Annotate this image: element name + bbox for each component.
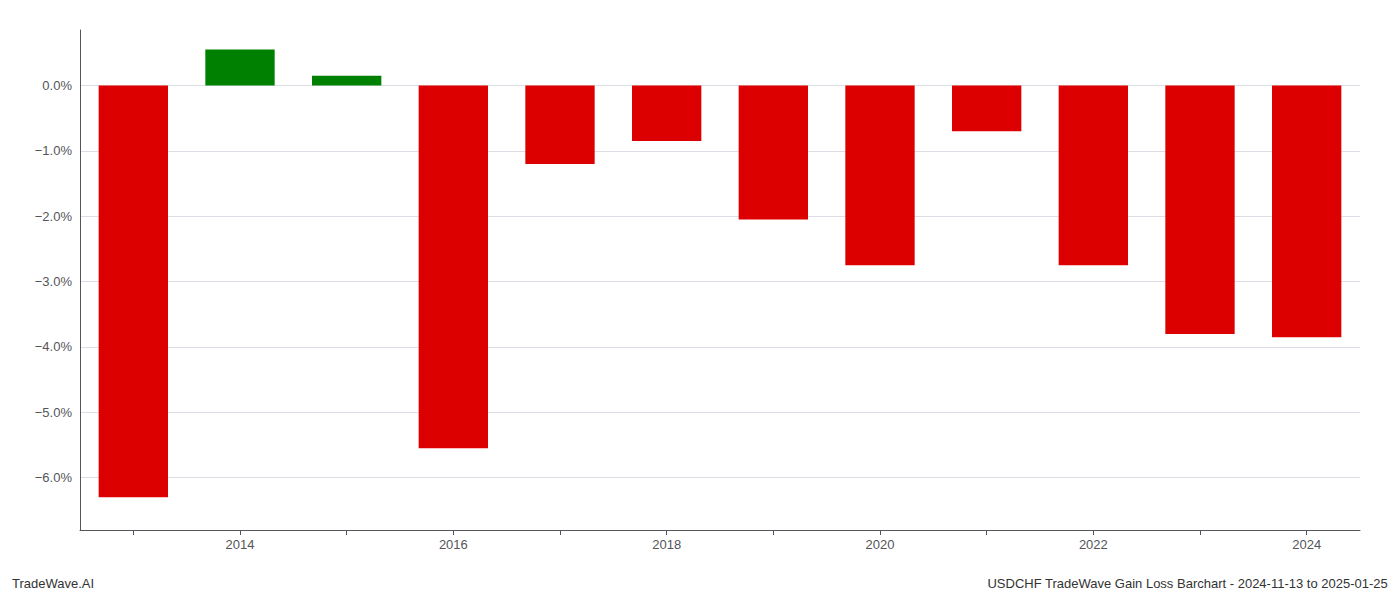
svg-text:−6.0%: −6.0% [35, 470, 73, 485]
svg-text:2014: 2014 [226, 537, 255, 552]
svg-text:0.0%: 0.0% [42, 78, 72, 93]
svg-text:2022: 2022 [1079, 537, 1108, 552]
svg-text:2016: 2016 [439, 537, 468, 552]
svg-text:−4.0%: −4.0% [35, 339, 73, 354]
svg-text:−2.0%: −2.0% [35, 209, 73, 224]
svg-text:2020: 2020 [866, 537, 895, 552]
svg-text:TradeWave.AI: TradeWave.AI [12, 576, 94, 591]
svg-text:−5.0%: −5.0% [35, 405, 73, 420]
svg-text:−1.0%: −1.0% [35, 143, 73, 158]
svg-text:USDCHF TradeWave Gain Loss Bar: USDCHF TradeWave Gain Loss Barchart - 20… [987, 576, 1387, 591]
svg-text:−3.0%: −3.0% [35, 274, 73, 289]
svg-text:2018: 2018 [652, 537, 681, 552]
svg-text:2024: 2024 [1292, 537, 1321, 552]
